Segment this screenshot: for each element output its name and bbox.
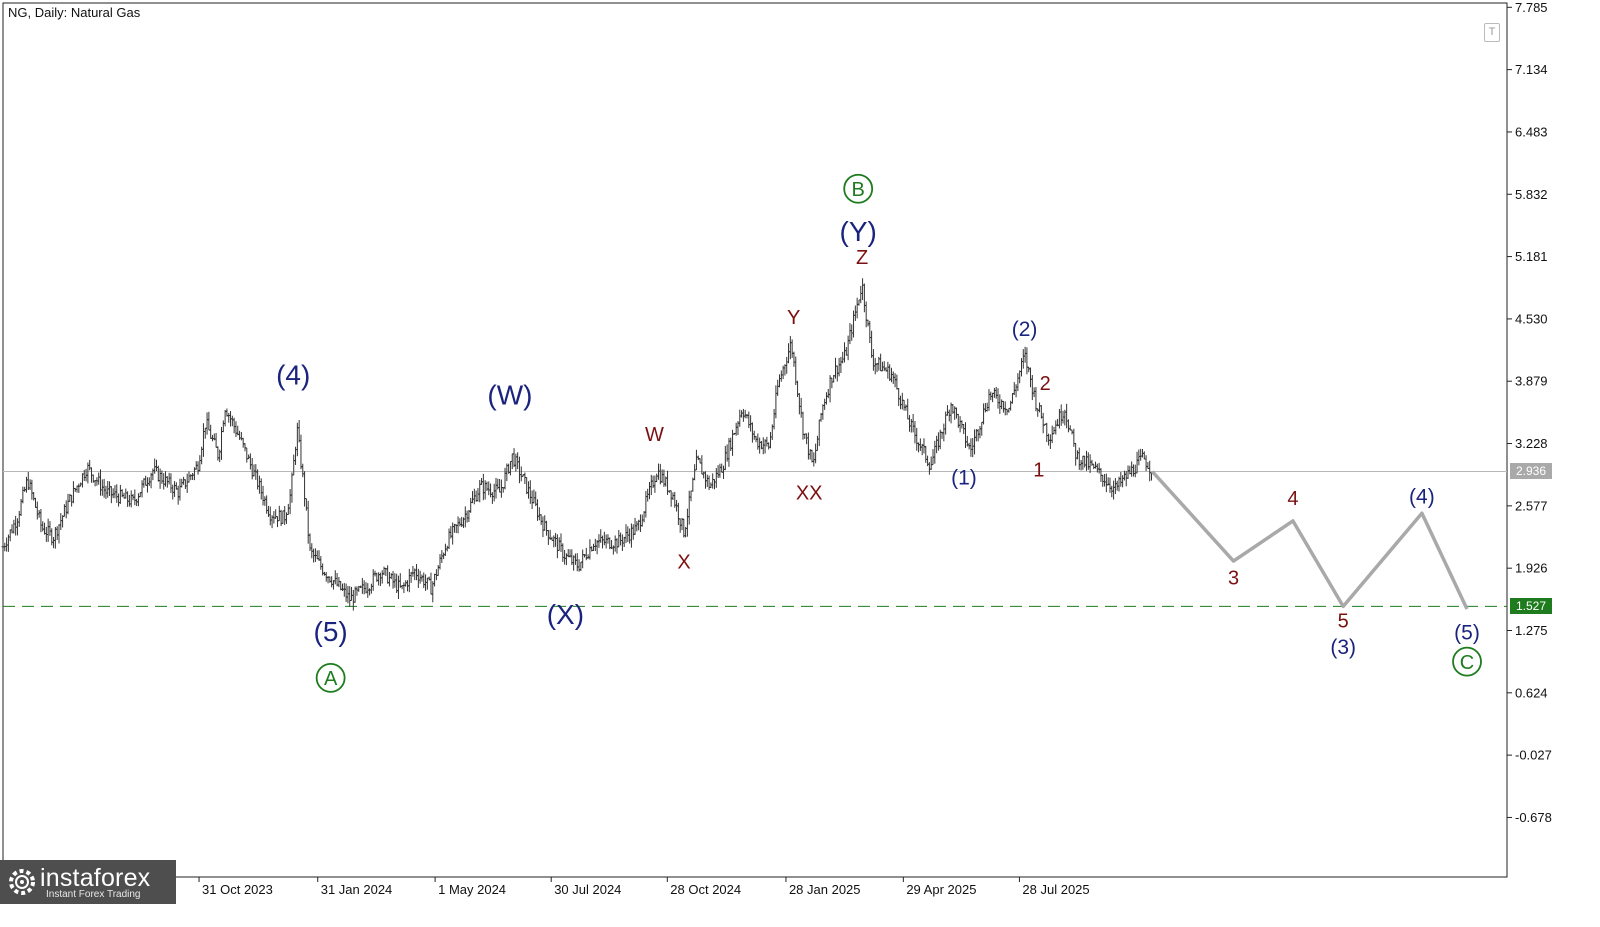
y-tick-label: 6.483 [1515, 124, 1548, 139]
x-tick-label: 30 Jul 2024 [554, 882, 621, 897]
x-tick-label: 28 Jan 2025 [789, 882, 861, 897]
wave-labels: (4) (5) A (W) (X) W X Y XX B (Y)Z (1) (2) 2 1 3 4 5 (3) (4)… [276, 173, 1482, 693]
y-tick-label: -0.678 [1515, 810, 1552, 825]
y-tick-label: 4.530 [1515, 311, 1548, 326]
x-tick-label: 29 Apr 2025 [906, 882, 976, 897]
wave-label: B [852, 179, 865, 201]
wave-label: Z [856, 247, 868, 269]
x-tick-label: 1 May 2024 [438, 882, 506, 897]
wave-label: (Y) [840, 216, 877, 247]
logo-tagline: Instant Forex Trading [46, 889, 141, 900]
wave-label: 3 [1228, 568, 1239, 590]
wave-label: 1 [1033, 459, 1044, 481]
logo-name: instaforex [40, 864, 151, 892]
plot-frame [2, 2, 1508, 878]
wave-label: XX [796, 482, 823, 504]
wave-label-ring [843, 173, 874, 204]
price-bars [1, 278, 1154, 611]
wave-label: 4 [1287, 488, 1298, 510]
x-tick-label: 31 Oct 2023 [202, 882, 273, 897]
y-tick-label: 3.228 [1515, 436, 1548, 451]
wave-label-ring [315, 662, 346, 693]
forecast-path [1151, 470, 1469, 610]
wave-label: (2) [1012, 318, 1038, 341]
y-tick-label: 1.926 [1515, 561, 1548, 576]
x-tick-label: 28 Jul 2025 [1022, 882, 1089, 897]
y-tick-label: 2.577 [1515, 498, 1548, 513]
gear-logo-icon [9, 869, 35, 895]
wave-label: (3) [1330, 636, 1356, 659]
chart-title: NG, Daily: Natural Gas [8, 5, 141, 20]
y-tick-label: 5.181 [1515, 249, 1548, 264]
wave-label: A [324, 668, 338, 690]
y-tick-label: -0.027 [1515, 748, 1552, 763]
current-price-tag: 2.936 [1510, 463, 1552, 480]
wave-label: Y [787, 307, 800, 329]
instaforex-logo: instaforex Instant Forex Trading [0, 860, 176, 904]
wave-label: (X) [547, 599, 584, 630]
y-tick-label: 3.879 [1515, 374, 1548, 389]
wave-label: (1) [951, 466, 977, 489]
wave-label: X [677, 551, 690, 573]
wave-label-ring [1452, 646, 1482, 677]
y-axis: 7.785 7.134 6.483 5.832 5.181 4.530 3.879 3.228… [1507, 0, 1552, 825]
wave-label: W [645, 424, 664, 446]
x-tick-label: 28 Oct 2024 [670, 882, 741, 897]
wave-label: (5) [1454, 621, 1480, 644]
chart-frame [2, 2, 1508, 878]
y-tick-label: 7.785 [1515, 0, 1548, 15]
y-tick-label: 0.624 [1515, 685, 1548, 700]
forecast-line [1151, 470, 1469, 610]
wave-label: C [1460, 652, 1474, 674]
wave-label: (4) [1409, 486, 1435, 509]
trade-panel-toggle-button[interactable]: T [1484, 23, 1500, 42]
wave-label: (4) [276, 360, 310, 391]
support-level-tag: 1.527 [1510, 598, 1552, 615]
x-tick-label: 31 Jan 2024 [321, 882, 393, 897]
y-tick-label: 5.832 [1515, 187, 1548, 202]
reference-lines [3, 470, 1507, 607]
wave-label: (5) [314, 616, 348, 647]
wave-label: (W) [487, 380, 532, 411]
y-tick-label: 7.134 [1515, 62, 1548, 77]
y-tick-label: 1.275 [1515, 623, 1548, 638]
wave-label: 5 [1338, 611, 1349, 633]
wave-label: 2 [1040, 373, 1051, 395]
